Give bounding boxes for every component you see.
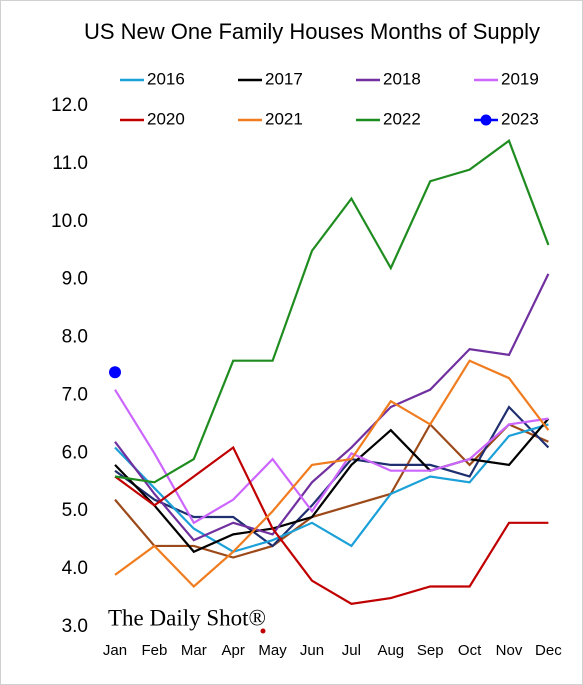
x-tick-label: Jan: [103, 642, 127, 659]
x-tick-label: Jul: [342, 642, 361, 659]
y-tick-label: 10.0: [51, 211, 88, 232]
series-marker: [109, 366, 121, 379]
legend-marker: [480, 114, 492, 126]
y-tick-label: 11.0: [52, 153, 88, 174]
legend-label: 2020: [147, 109, 185, 128]
y-tick-label: 5.0: [62, 500, 88, 521]
chart-title: US New One Family Houses Months of Suppl…: [84, 19, 540, 44]
legend-label: 2017: [265, 69, 303, 88]
y-tick-label: 6.0: [62, 442, 88, 463]
x-tick-label: Nov: [496, 642, 523, 659]
series-line: [114, 445, 549, 605]
legend-label: 2016: [147, 69, 185, 88]
y-tick-label: 7.0: [62, 384, 88, 405]
legend-label: 2021: [265, 109, 303, 128]
x-tick-label: Sep: [417, 642, 444, 659]
series-line: [114, 138, 550, 484]
x-tick-label: Dec: [535, 642, 562, 659]
x-tick-label: Jun: [300, 642, 324, 659]
x-tick-label: Mar: [181, 642, 207, 659]
x-tick-label: Apr: [222, 642, 245, 659]
series-line: [114, 273, 550, 542]
x-tick-label: Aug: [377, 642, 404, 659]
series-line: [114, 422, 549, 559]
y-tick-label: 8.0: [62, 327, 88, 348]
x-tick-label: Feb: [141, 642, 167, 659]
legend-label: 2022: [383, 109, 421, 128]
series-line: [114, 423, 549, 553]
legend-label: 2023: [501, 109, 539, 128]
series-line: [114, 417, 550, 554]
series-line: [114, 359, 550, 588]
legend-label: 2019: [501, 69, 539, 88]
y-tick-label: 3.0: [62, 616, 88, 637]
y-tick-label: 4.0: [62, 558, 88, 579]
watermark-dot: [260, 628, 266, 634]
legend-label: 2018: [383, 69, 421, 88]
series-line: [114, 389, 549, 525]
x-tick-label: May: [258, 642, 287, 659]
y-tick-label: 12.0: [51, 95, 88, 116]
y-tick-label: 9.0: [62, 269, 88, 290]
x-tick-label: Oct: [458, 642, 482, 659]
watermark: The Daily Shot®: [108, 605, 266, 630]
